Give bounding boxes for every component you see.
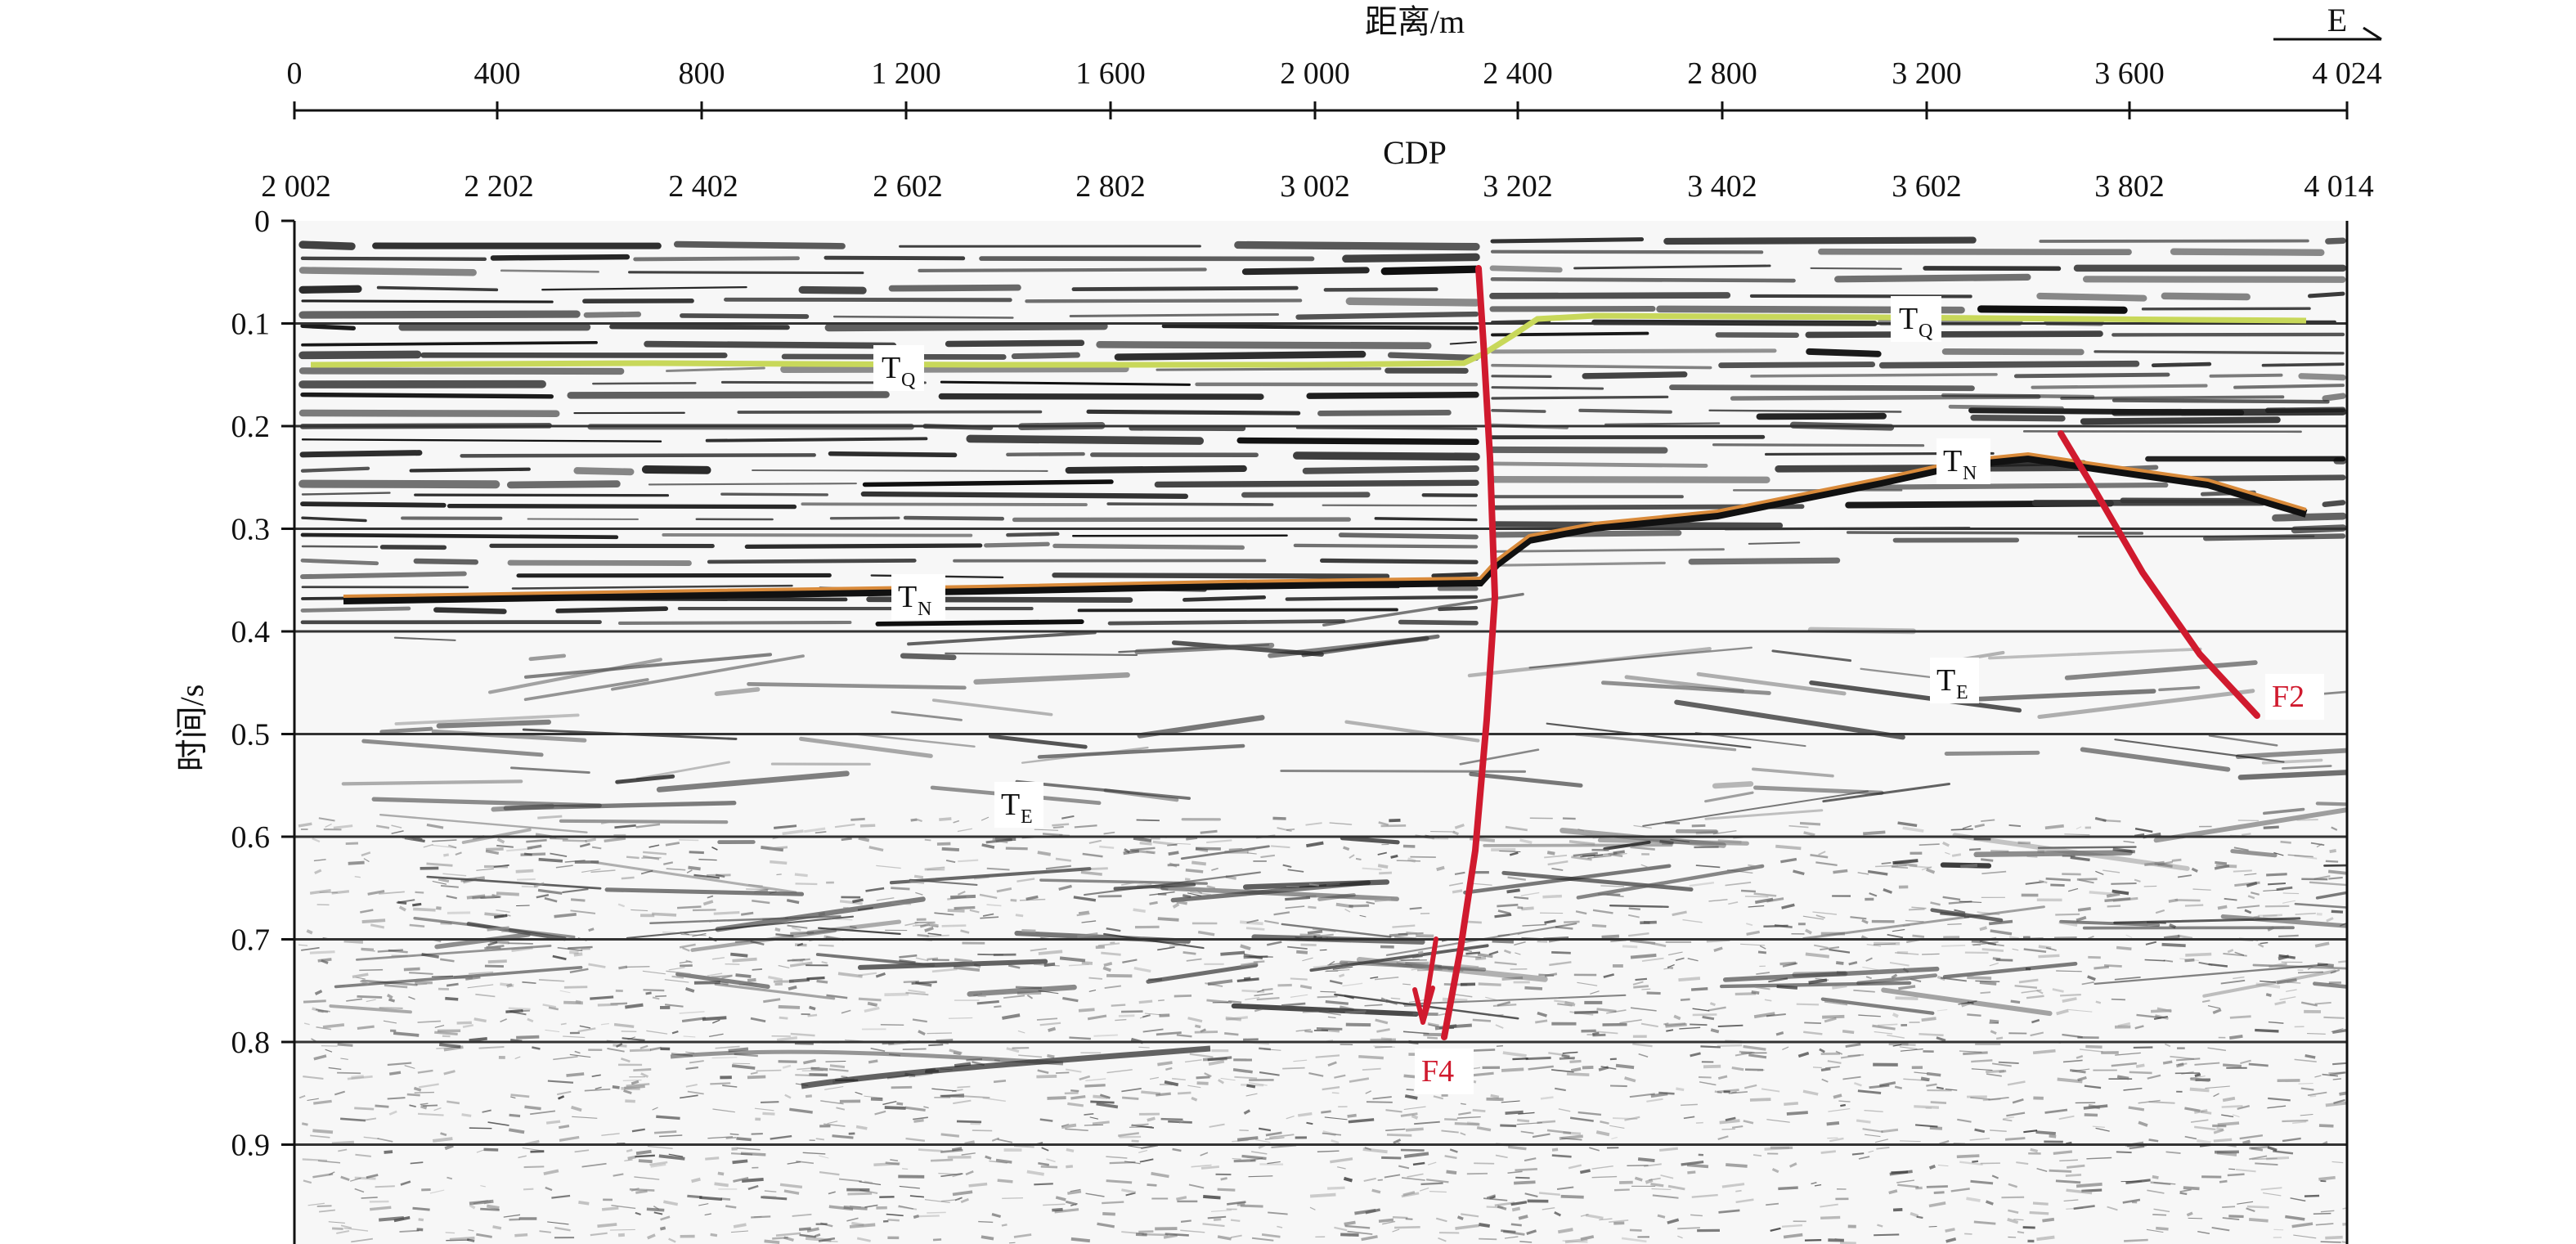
horizon-label-te-west: T E xyxy=(994,782,1043,828)
fault-f4-slip-arrow xyxy=(1412,936,1438,1025)
fault-f2: F2 xyxy=(2058,430,2324,720)
svg-text:N: N xyxy=(918,599,931,620)
cdp-axis-tick-label: 4 014 xyxy=(2304,169,2374,204)
fault-f2-line xyxy=(2058,430,2260,719)
time-axis-tick-label: 0.9 xyxy=(231,1129,271,1163)
top-axis-tick-label: 2 000 xyxy=(1280,56,1350,91)
direction-label: E xyxy=(2327,2,2347,38)
svg-text:T: T xyxy=(1001,788,1020,822)
section-background xyxy=(294,221,2347,1244)
top-axis-tick-label: 2 400 xyxy=(1483,56,1553,91)
horizon-tn-shadow xyxy=(343,453,2308,604)
cdp-axis-tick-label: 3 602 xyxy=(1892,169,1962,204)
top-axis-tick-label: 2 800 xyxy=(1687,56,1757,91)
time-axis-tick-label: 0.6 xyxy=(231,820,271,855)
top-axis-tick-label: 1 600 xyxy=(1075,56,1146,91)
time-gridlines xyxy=(294,322,2347,1146)
time-axis-tick-label: 0.8 xyxy=(231,1026,271,1060)
cdp-axis-tick-label: 3 202 xyxy=(1483,169,1553,204)
horizon-label-tn-west: T N xyxy=(891,574,945,620)
svg-text:T: T xyxy=(898,580,917,614)
cdp-axis-tick-label: 2 002 xyxy=(261,169,331,204)
svg-text:T: T xyxy=(882,351,900,385)
cdp-axis-tick-label: 3 802 xyxy=(2094,169,2165,204)
top-axis-tick-label: 400 xyxy=(474,56,521,91)
direction-indicator: E xyxy=(2273,2,2382,41)
fault-f4-label: F4 xyxy=(1421,1054,1454,1089)
time-axis-tick-label: 0 xyxy=(254,204,270,239)
fault-f4-line xyxy=(1441,265,1499,1040)
top-axis-tick-label: 3 600 xyxy=(2094,56,2165,91)
time-axis-tick-label: 0.2 xyxy=(231,410,271,444)
time-axis-tick-label: 0.5 xyxy=(231,718,271,752)
top-axis-title: 距离/m xyxy=(1365,3,1465,40)
svg-text:T: T xyxy=(1899,302,1918,336)
horizon-label-te-east: T E xyxy=(1930,658,1979,703)
horizon-tn-line xyxy=(343,451,2307,598)
cdp-axis-tick-label: 2 202 xyxy=(464,169,534,204)
seismic-section xyxy=(293,221,2349,1244)
horizon-label-tq-east: T Q xyxy=(1891,296,1941,342)
svg-text:Q: Q xyxy=(1919,321,1932,342)
top-axis-tick-label: 4 024 xyxy=(2312,56,2382,91)
cdp-axis-tick-label: 3 002 xyxy=(1280,169,1350,204)
svg-text:T: T xyxy=(1943,444,1962,478)
time-axis-tick-label: 0.4 xyxy=(231,615,271,649)
time-axis-tick-label: 0.1 xyxy=(231,308,271,342)
cdp-axis-tick-label: 3 402 xyxy=(1687,169,1757,204)
cdp-axis-ticks: 2 002 2 202 2 402 2 602 2 802 3 002 3 202 3 402… xyxy=(261,169,2374,204)
top-axis-tick-label: 1 200 xyxy=(871,56,941,91)
top-axis-ticks: 0 400 800 1 200 1 600 2 000 2 400 2 800 3 200 3 6… xyxy=(287,56,2382,119)
time-axis-ticks: 0 0.1 0.2 0.3 0.4 0.5 0.6 0.7 0.8 0.9 xyxy=(231,204,294,1163)
time-axis-title: 时间/s xyxy=(173,685,210,772)
time-axis-tick-label: 0.7 xyxy=(231,923,271,958)
svg-text:E: E xyxy=(1956,682,1968,703)
cdp-axis-tick-label: 2 402 xyxy=(668,169,738,204)
fault-f4: F4 xyxy=(1412,265,1499,1094)
cdp-axis-tick-label: 2 602 xyxy=(873,169,943,204)
top-axis-tick-label: 800 xyxy=(679,56,725,91)
svg-text:E: E xyxy=(1021,806,1033,828)
cdp-axis-title: CDP xyxy=(1383,134,1447,171)
svg-text:Q: Q xyxy=(901,370,915,391)
horizon-labels: T Q T Q T N T N T E T E xyxy=(873,296,1990,828)
horizon-label-tn-east: T N xyxy=(1936,438,1990,484)
svg-text:N: N xyxy=(1963,463,1977,484)
cdp-axis-tick-label: 2 802 xyxy=(1075,169,1146,204)
fault-f2-label: F2 xyxy=(2272,680,2304,714)
top-axis-tick-label: 3 200 xyxy=(1892,56,1962,91)
top-axis-tick-label: 0 xyxy=(287,56,303,91)
time-axis-tick-label: 0.3 xyxy=(231,513,271,547)
svg-text:T: T xyxy=(1936,663,1955,698)
horizon-label-tq-west: T Q xyxy=(873,345,924,391)
